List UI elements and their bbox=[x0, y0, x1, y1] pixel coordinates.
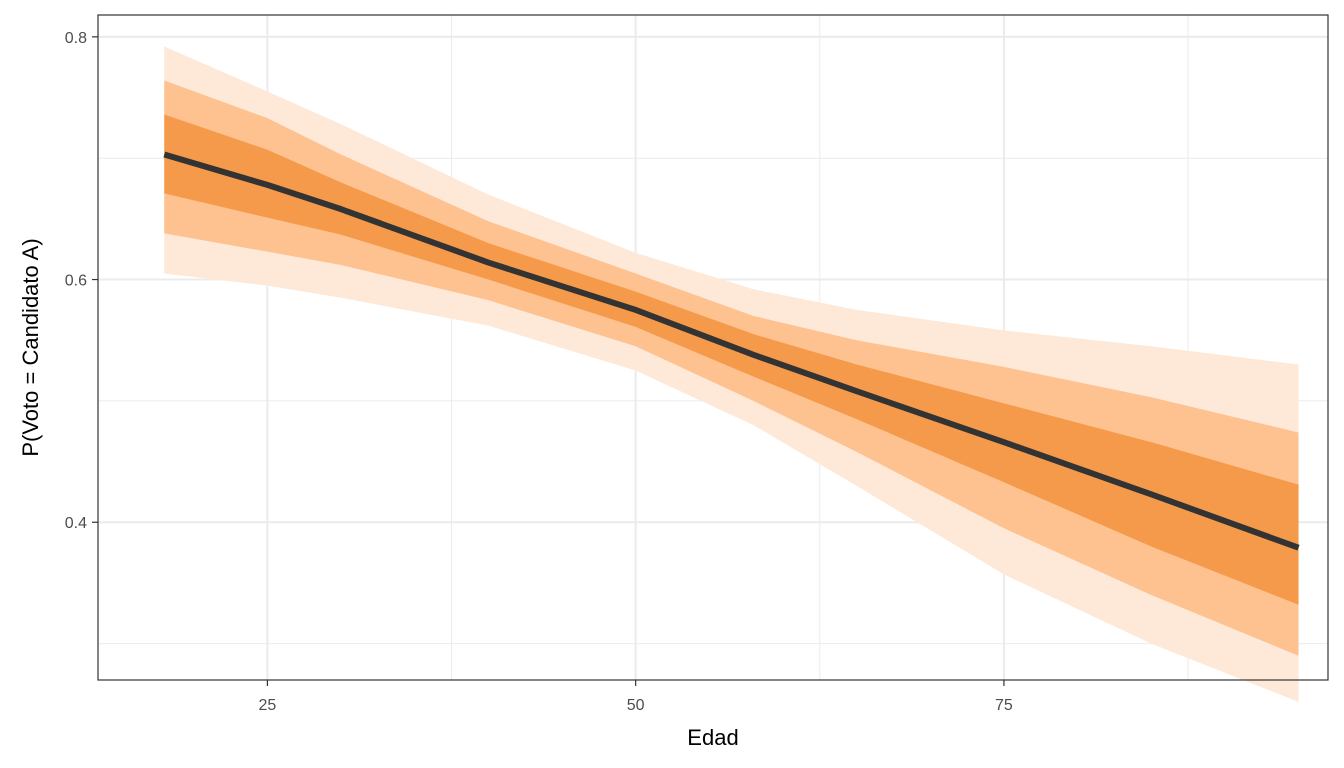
x-tick-label: 25 bbox=[259, 697, 277, 714]
y-tick-label: 0.4 bbox=[65, 515, 87, 532]
credible-bands bbox=[164, 46, 1299, 702]
y-tick-label: 0.8 bbox=[65, 30, 87, 47]
panel-border bbox=[97, 14, 1329, 681]
mean-line bbox=[163, 151, 1300, 551]
credible-band-2 bbox=[164, 80, 1299, 656]
x-tick-label: 50 bbox=[627, 697, 645, 714]
x-axis-title: Edad bbox=[687, 725, 738, 750]
y-tick-label: 0.6 bbox=[65, 273, 87, 290]
y-axis-title: P(Voto = Candidato A) bbox=[18, 238, 43, 456]
mean-line-path bbox=[163, 151, 1300, 551]
y-axis: 0.4 0.6 0.8 bbox=[65, 30, 98, 532]
x-axis: 25 50 75 bbox=[259, 680, 1013, 714]
x-tick-label: 75 bbox=[995, 697, 1013, 714]
credible-band-1 bbox=[164, 114, 1299, 605]
plot-panel bbox=[97, 14, 1329, 702]
